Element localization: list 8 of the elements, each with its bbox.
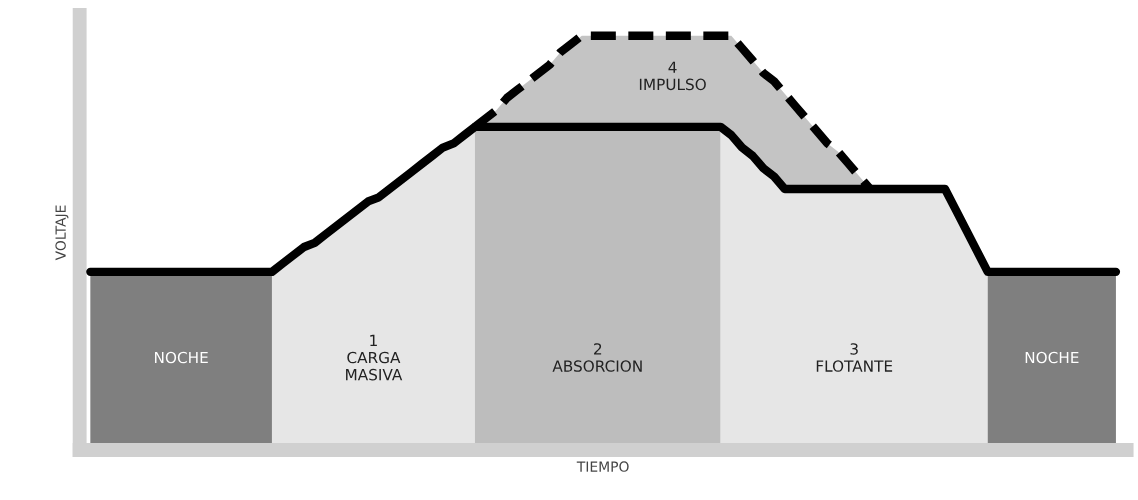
annotation: NOCHE (155, 351, 208, 364)
annotation: 2 ABSORCION (552, 343, 642, 372)
annotation: 4 IMPULSO (639, 61, 706, 91)
x-axis-title: TIEMPO (576, 461, 629, 472)
annotation: 3 FLOTANTE (816, 343, 893, 372)
annotation: NOCHE (1025, 351, 1079, 364)
annotation: 1 CARGA MASIVA (346, 334, 403, 381)
y-axis-title: VOLTAJE (55, 205, 69, 261)
